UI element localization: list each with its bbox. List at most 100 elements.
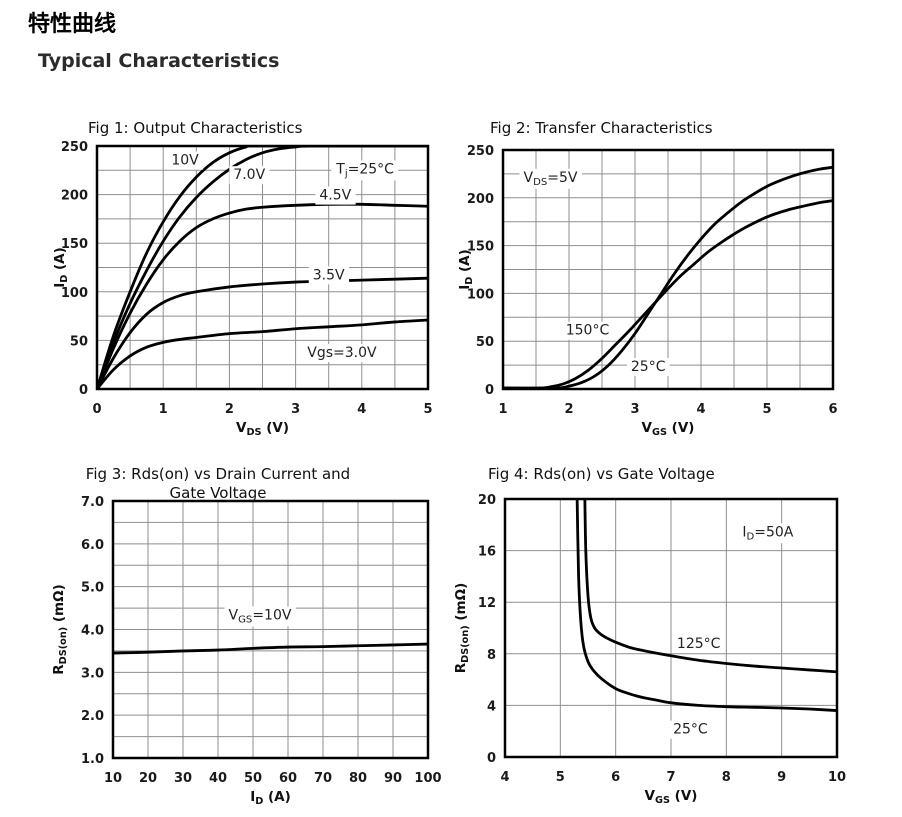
fig1-output-characteristics-x-axis-title: VDS (V) (236, 420, 289, 438)
x-tick-label: 9 (777, 770, 786, 785)
fig1-output-characteristics-curve-vgs-3-0v (97, 318, 428, 389)
fig4-rdson-vs-gate-voltage-curve-125-c (583, 499, 837, 674)
fig2-transfer-characteristics-x-axis-title: VGS (V) (642, 420, 695, 438)
x-tick-label: 70 (314, 771, 332, 786)
annotation-background (167, 151, 204, 170)
y-tick-label: 16 (478, 545, 496, 560)
x-tick-label: 7 (666, 770, 675, 785)
y-tick-label: 200 (467, 192, 494, 207)
fig1-output-characteristics-annotation-4-5v: 4.5V (319, 188, 351, 204)
y-tick-label: 150 (467, 240, 494, 255)
y-tick-label: 50 (70, 334, 88, 349)
fig3-rdson-vs-drain-current-x-axis-title: ID (A) (250, 789, 291, 807)
annotation-background (224, 606, 296, 627)
fig1-output-characteristics-y-axis-title: ID (A) (52, 247, 70, 288)
x-tick-label: 3 (291, 402, 300, 417)
annotation-background (303, 344, 382, 363)
fig3-rdson-vs-drain-current: 10 20 30 40 50 60 70 80 90 100 1.0 2.0 3.0 4.0 5.0 6.0 7… (51, 465, 442, 807)
fig3-rdson-vs-drain-current-title: Gate Voltage (170, 484, 267, 502)
x-tick-label: 40 (209, 771, 227, 786)
fig1-output-characteristics-title: Fig 1: Output Characteristics (88, 119, 303, 137)
fig2-transfer-characteristics: 1 2 3 4 5 6 0 50 100 150 200 250 VGS (V) ID (A) Fig 2:… (457, 119, 838, 438)
fig1-output-characteristics-annotation-10v: 10V (171, 153, 199, 169)
y-tick-label: 0 (487, 751, 496, 766)
annotation-background (561, 321, 614, 340)
y-tick-label: 4.0 (81, 624, 104, 639)
y-tick-label: 20 (478, 493, 496, 508)
fig3-rdson-vs-drain-current-curve-vgs-10v (113, 642, 428, 655)
x-tick-label: 20 (139, 771, 157, 786)
fig4-rdson-vs-gate-voltage-annotation-25-c: 25°C (673, 722, 708, 738)
x-tick-label: 2 (564, 402, 573, 417)
y-tick-label: 250 (467, 144, 494, 159)
x-tick-label: 80 (349, 771, 367, 786)
y-tick-label: 2.0 (81, 709, 104, 724)
x-tick-label: 30 (174, 771, 192, 786)
y-tick-label: 8 (487, 648, 496, 663)
x-tick-label: 4 (357, 402, 366, 417)
fig1-output-characteristics-annotation-vgs-3-0v: Vgs=3.0V (307, 345, 377, 361)
plot-border (95, 144, 430, 391)
plot-border (501, 148, 835, 391)
fig2-transfer-characteristics-title: Fig 2: Transfer Characteristics (490, 119, 713, 137)
fig1-output-characteristics-curve-vgs-3-5v (97, 276, 428, 389)
x-tick-label: 6 (611, 770, 620, 785)
x-tick-label: 4 (696, 402, 705, 417)
y-tick-label: 6.0 (81, 538, 104, 553)
fig1-output-characteristics-annotation-7-0v: 7.0V (233, 167, 265, 183)
annotation-background (315, 186, 356, 205)
plot-border (503, 497, 839, 759)
y-tick-label: 1.0 (81, 752, 104, 767)
annotation-background (308, 266, 350, 285)
y-tick-label: 0 (485, 383, 494, 398)
fig4-rdson-vs-gate-voltage-x-axis-title: VGS (V) (645, 788, 698, 806)
fig3-rdson-vs-drain-current-title: Fig 3: Rds(on) vs Drain Current and (86, 465, 350, 483)
x-tick-label: 1 (498, 402, 507, 417)
x-tick-label: 5 (556, 770, 565, 785)
y-tick-label: 7.0 (81, 495, 104, 510)
fig4-rdson-vs-gate-voltage-annotation-125-c: 125°C (677, 636, 721, 652)
fig2-transfer-characteristics-curve-25-c (503, 165, 833, 389)
fig4-rdson-vs-gate-voltage-curve-25-c (575, 499, 837, 712)
y-tick-label: 5.0 (81, 581, 104, 596)
fig2-transfer-characteristics-annotation-25-c: 25°C (631, 359, 666, 375)
x-tick-label: 3 (630, 402, 639, 417)
annotation-background (229, 166, 270, 185)
y-tick-label: 0 (79, 383, 88, 398)
x-tick-label: 2 (225, 402, 234, 417)
fig1-output-characteristics-annotation-3-5v: 3.5V (313, 267, 345, 283)
y-tick-label: 12 (478, 596, 496, 611)
y-tick-label: 3.0 (81, 666, 104, 681)
y-tick-label: 50 (476, 335, 494, 350)
annotation-background (519, 168, 582, 189)
x-tick-label: 6 (828, 402, 837, 417)
page-subtitle-english: Typical Characteristics (38, 50, 280, 72)
fig4-rdson-vs-gate-voltage-annotation-id-50a: ID=50A (742, 524, 793, 542)
y-tick-label: 150 (61, 237, 88, 252)
fig3-rdson-vs-drain-current-y-axis-title: RDS(on) (mΩ) (51, 584, 69, 675)
x-tick-label: 0 (92, 402, 101, 417)
fig4-rdson-vs-gate-voltage-y-axis-title: RDS(on) (mΩ) (453, 583, 471, 674)
annotation-background (669, 720, 712, 739)
fig2-transfer-characteristics-curve-150-c (503, 199, 833, 389)
page-title-chinese: 特性曲线 (28, 12, 117, 37)
x-tick-label: 60 (279, 771, 297, 786)
x-tick-label: 1 (159, 402, 168, 417)
x-tick-label: 10 (104, 771, 122, 786)
x-tick-label: 5 (762, 402, 771, 417)
x-tick-label: 8 (722, 770, 731, 785)
annotation-background (331, 160, 399, 181)
y-tick-label: 250 (61, 140, 88, 155)
plot-border (111, 499, 430, 760)
fig2-transfer-characteristics-annotation-150-c: 150°C (566, 323, 610, 339)
fig4-rdson-vs-gate-voltage-title: Fig 4: Rds(on) vs Gate Voltage (488, 465, 715, 483)
fig2-transfer-characteristics-y-axis-title: ID (A) (457, 249, 475, 290)
y-tick-label: 100 (61, 286, 88, 301)
fig1-output-characteristics-annotation-tj-25-c: Tj=25°C (335, 161, 394, 179)
y-tick-label: 100 (467, 287, 494, 302)
annotation-background (672, 634, 725, 653)
